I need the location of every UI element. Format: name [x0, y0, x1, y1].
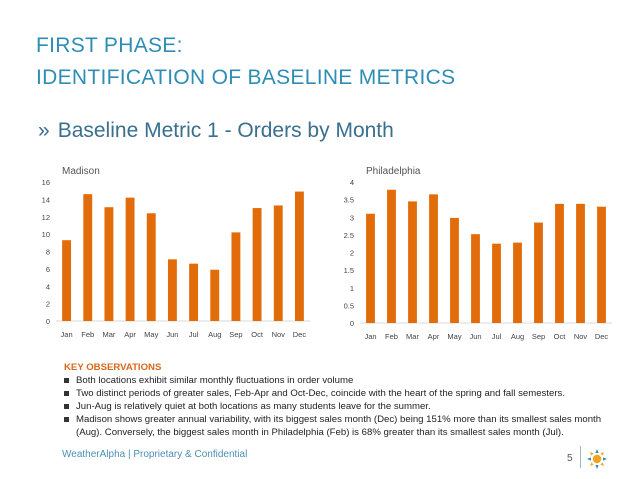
y-tick-label: 2.5 — [344, 231, 354, 240]
philadelphia-chart: Philadelphia 0 0.5 1 1.5 2 2.5 3 3.5 4 Jan Feb Mar Ap… — [344, 166, 612, 341]
x-tick-label: Jan — [364, 332, 376, 341]
title-line-1: FIRST PHASE: — [36, 34, 183, 57]
x-tick-label: Mar — [406, 332, 419, 341]
bar-aug — [210, 269, 220, 321]
y-tick-label: 0.5 — [344, 301, 354, 310]
bar-oct — [555, 203, 564, 323]
x-tick-label: Sep — [229, 330, 242, 339]
bar-jun — [167, 259, 177, 321]
y-tick-label: 14 — [42, 195, 50, 204]
y-tick-label: 12 — [42, 213, 50, 222]
x-tick-label: Jul — [189, 330, 199, 339]
observations-heading: KEY OBSERVATIONS — [64, 362, 162, 373]
bar-apr — [125, 197, 135, 321]
bar-sep — [534, 222, 543, 323]
bar-jul — [189, 263, 199, 321]
y-tick-label: 0 — [350, 319, 354, 328]
x-tick-label: Jan — [61, 330, 73, 339]
key-observations: KEY OBSERVATIONS Both locations exhibit … — [64, 361, 624, 439]
bar-mar — [408, 201, 417, 323]
x-tick-label: Feb — [385, 332, 398, 341]
bar-jun — [471, 234, 480, 323]
madison-chart: Madison 0 2 4 6 8 10 12 14 16 Jan Feb Mar Apr May Jun Ju… — [42, 166, 310, 339]
x-tick-label: Jun — [166, 330, 178, 339]
y-tick-label: 10 — [42, 230, 50, 239]
x-tick-label: May — [144, 330, 158, 339]
y-tick-label: 16 — [42, 178, 50, 187]
bar-jul — [492, 243, 501, 323]
y-tick-label: 4 — [46, 282, 50, 291]
x-tick-label: Nov — [574, 332, 588, 341]
bar-mar — [104, 207, 114, 321]
bar-may — [450, 217, 459, 323]
x-tick-label: Oct — [251, 330, 264, 339]
chevron-icon: » — [38, 119, 50, 142]
x-tick-label: Dec — [595, 332, 609, 341]
bar-feb — [387, 189, 396, 323]
y-tick-label: 4 — [350, 178, 354, 187]
subtitle-text: Baseline Metric 1 - Orders by Month — [57, 119, 394, 142]
chart-title: Philadelphia — [366, 166, 421, 177]
x-tick-label: Jul — [492, 332, 502, 341]
x-tick-label: Aug — [208, 330, 221, 339]
footer-text: WeatherAlpha | Proprietary & Confidentia… — [62, 449, 248, 460]
x-tick-label: Apr — [124, 330, 136, 339]
subtitle: » Baseline Metric 1 - Orders by Month — [38, 119, 394, 143]
x-tick-label: Jun — [469, 332, 481, 341]
y-tick-label: 2 — [46, 300, 50, 309]
y-tick-label: 3.5 — [344, 196, 354, 205]
y-tick-label: 2 — [350, 249, 354, 258]
x-tick-label: Mar — [102, 330, 115, 339]
y-tick-label: 1 — [350, 284, 354, 293]
y-tick-label: 0 — [46, 317, 50, 326]
observation-item: Jun-Aug is relatively quiet at both loca… — [64, 400, 624, 413]
chart-title: Madison — [62, 166, 100, 177]
page-number: 5 — [567, 453, 573, 464]
y-tick-label: 6 — [46, 265, 50, 274]
bar-apr — [429, 194, 438, 323]
bar-nov — [576, 203, 585, 323]
x-tick-label: Sep — [532, 332, 545, 341]
bar-aug — [513, 242, 522, 323]
title-line-2: IDENTIFICATION OF BASELINE METRICS — [36, 66, 456, 89]
observation-item: Both locations exhibit similar monthly f… — [64, 374, 624, 387]
sun-logo-icon — [587, 449, 607, 469]
x-tick-label: Apr — [428, 332, 440, 341]
bar-dec — [294, 191, 304, 321]
bar-feb — [83, 194, 93, 321]
y-tick-label: 1.5 — [344, 266, 354, 275]
x-tick-label: May — [447, 332, 461, 341]
bar-jan — [62, 240, 72, 321]
bar-may — [146, 213, 156, 321]
observation-item: Madison shows greater annual variability… — [64, 413, 624, 439]
y-tick-label: 3 — [350, 213, 354, 222]
bar-nov — [273, 205, 283, 321]
bar-dec — [597, 206, 606, 323]
observations-list: Both locations exhibit similar monthly f… — [64, 374, 624, 439]
bar-sep — [231, 232, 241, 321]
bar-jan — [366, 213, 375, 323]
x-tick-label: Dec — [293, 330, 307, 339]
bar-oct — [252, 208, 262, 321]
footer-divider — [580, 446, 581, 468]
x-tick-label: Aug — [511, 332, 524, 341]
y-tick-label: 8 — [46, 248, 50, 257]
x-tick-label: Feb — [81, 330, 94, 339]
observation-item: Two distinct periods of greater sales, F… — [64, 387, 624, 400]
x-tick-label: Oct — [554, 332, 567, 341]
x-tick-label: Nov — [272, 330, 286, 339]
